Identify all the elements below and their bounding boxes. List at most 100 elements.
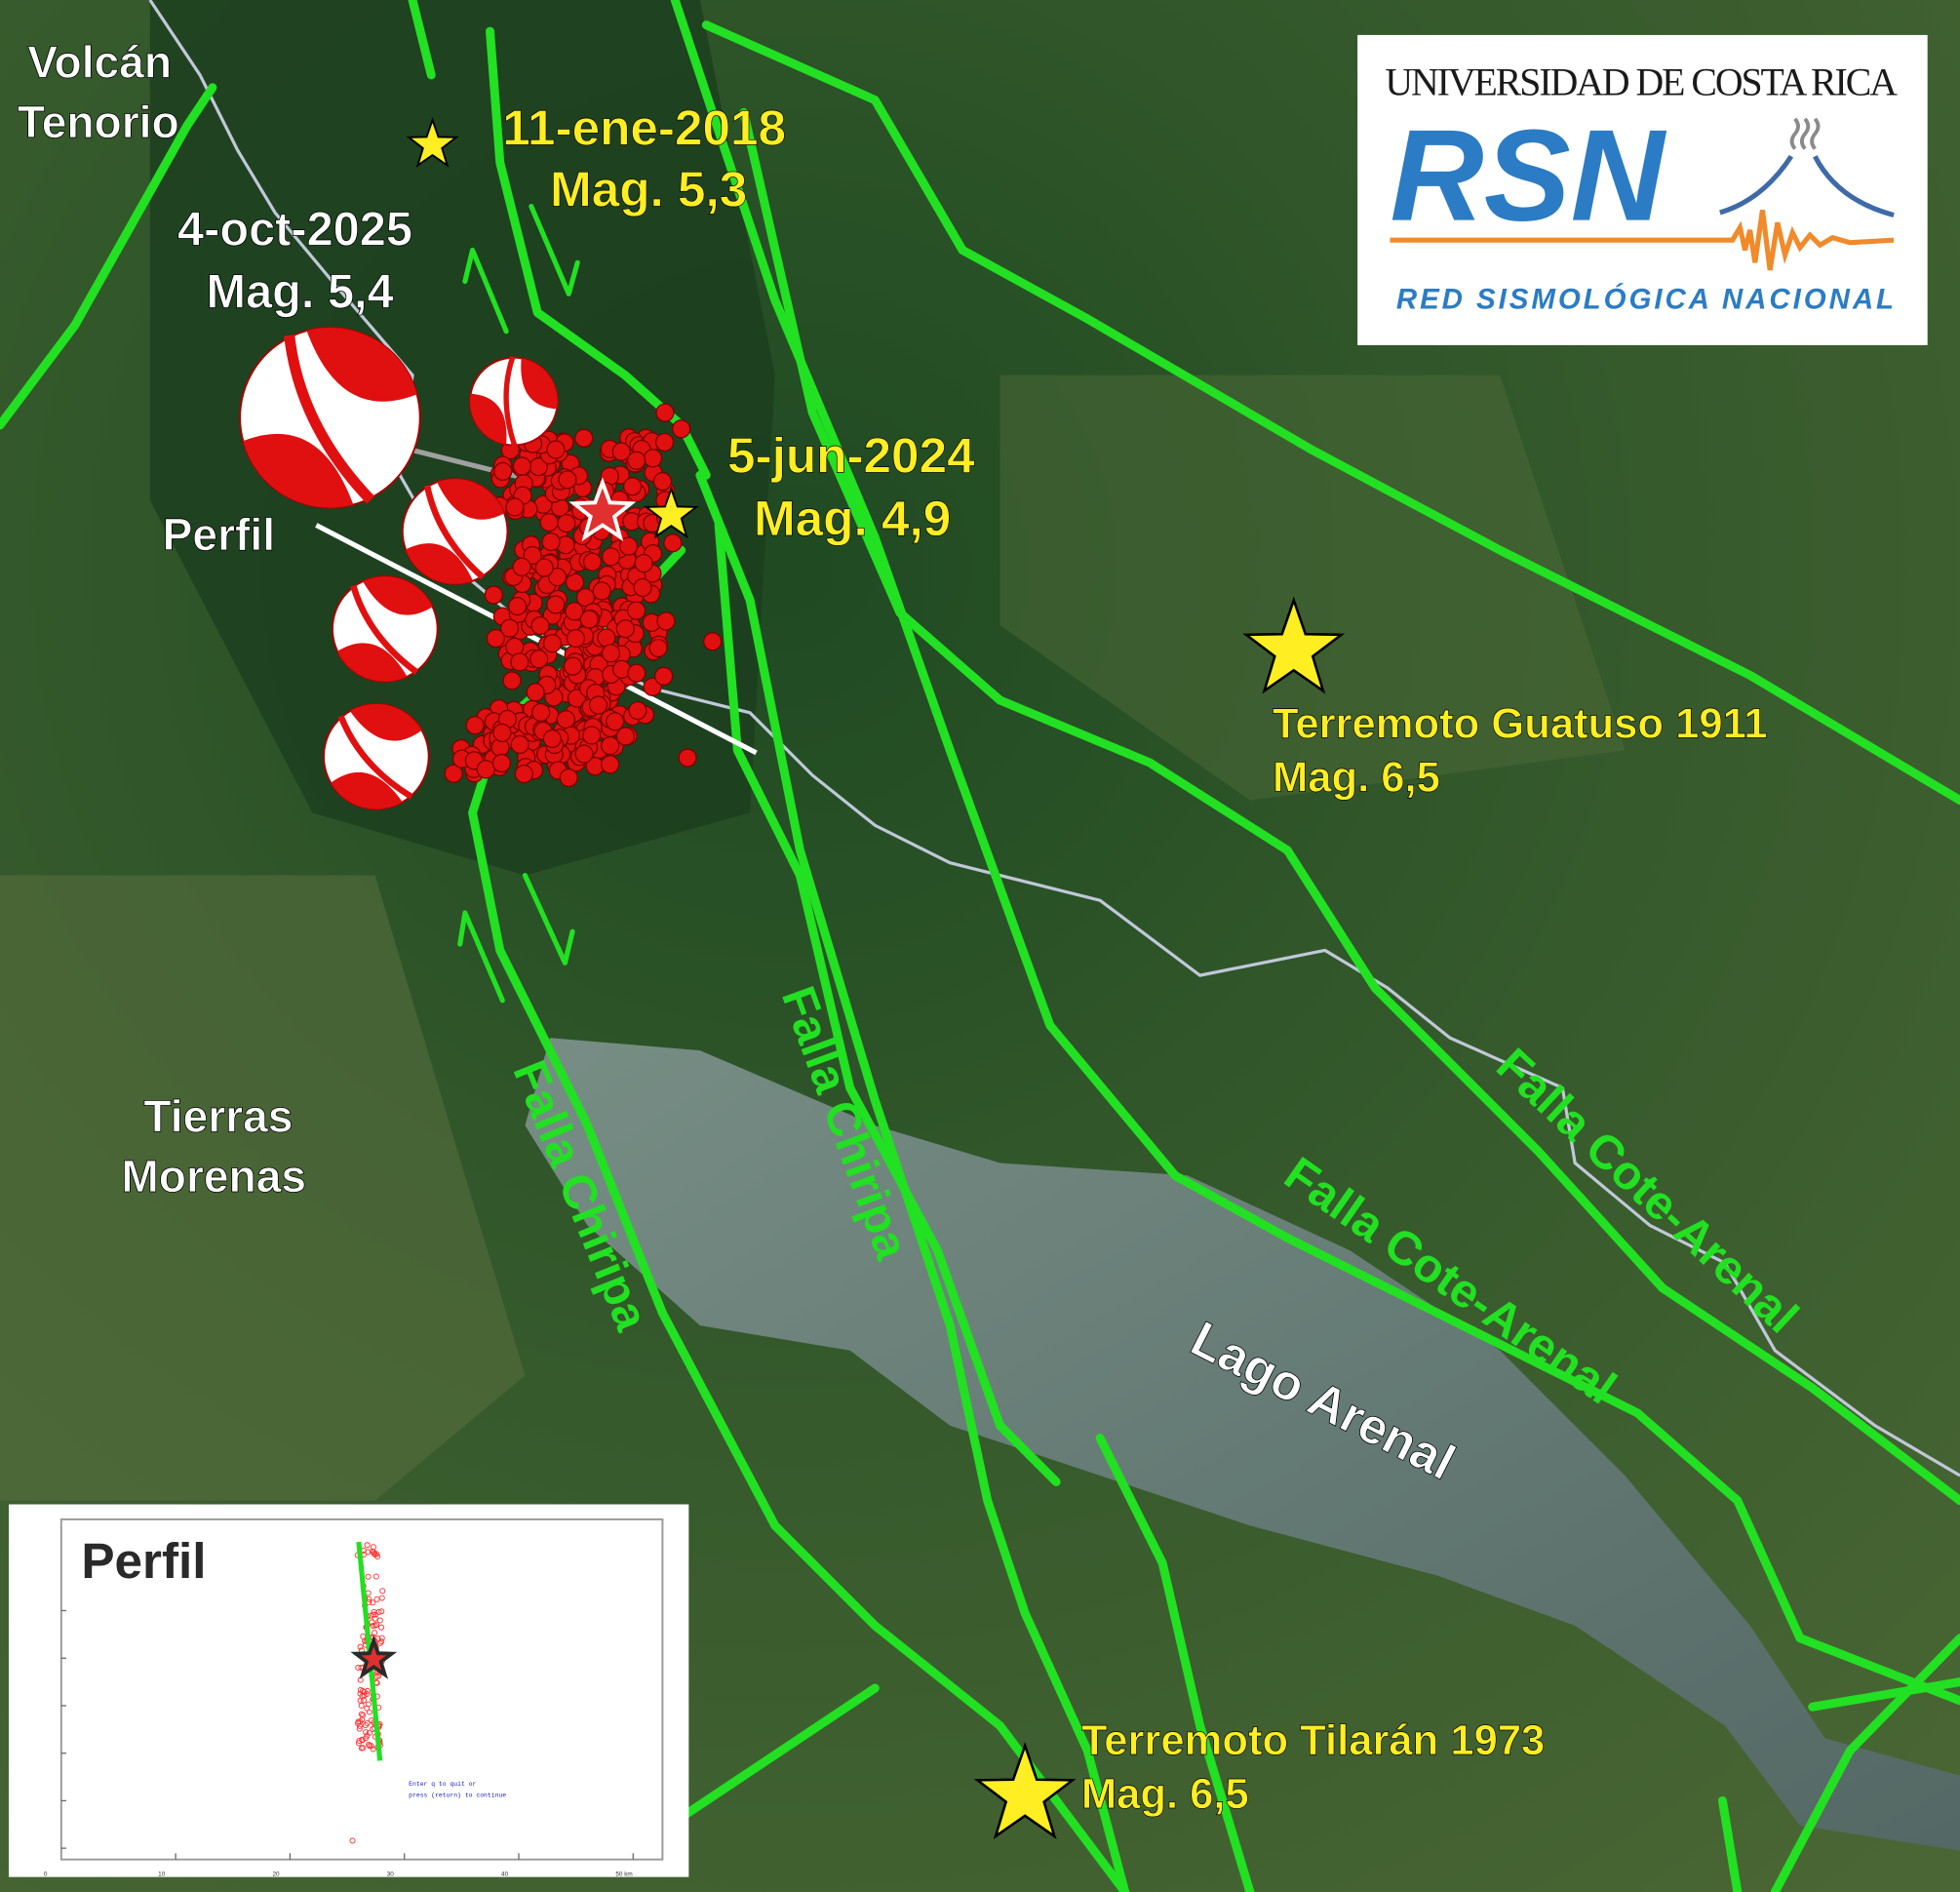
earthquake-dot xyxy=(601,755,620,774)
earthquake-dot xyxy=(542,729,562,749)
guatuso-1911-star xyxy=(1242,596,1346,694)
earthquake-dot xyxy=(592,581,611,601)
earthquake-dot xyxy=(546,595,566,614)
earthquake-dot xyxy=(541,532,561,552)
tilaran-label: Terremoto Tilarán 1973 xyxy=(1081,1717,1545,1764)
inset-main-event-star xyxy=(350,1635,398,1679)
earthquake-dot xyxy=(606,712,625,731)
volcano-icon xyxy=(1719,154,1895,218)
inset-tick-label: 30 xyxy=(387,1871,395,1877)
logo-acronym: RSN xyxy=(1390,103,1666,249)
earthquake-dot xyxy=(663,533,683,553)
event-2024-star xyxy=(643,486,699,539)
main-event-star xyxy=(568,477,637,542)
inset-hypocenter xyxy=(357,1686,364,1693)
inset-hypocenter xyxy=(369,1619,375,1626)
inset-hypocenter xyxy=(373,1674,380,1680)
earthquake-dot xyxy=(476,760,495,779)
earthquake-dot xyxy=(542,634,563,653)
event-stars xyxy=(406,117,1346,1839)
earthquake-dot xyxy=(601,644,621,663)
slip-arrow xyxy=(522,872,575,966)
earthquake-dot xyxy=(582,726,602,745)
earthquake-dot xyxy=(557,513,576,533)
earthquake-dot xyxy=(672,419,691,439)
fault-line xyxy=(1717,1634,1960,1892)
earthquake-dot xyxy=(529,650,549,669)
fault-line xyxy=(739,107,1960,1506)
inset-hypocenter xyxy=(358,1702,365,1709)
earthquake-dot xyxy=(627,663,647,683)
fault-line xyxy=(695,470,1130,1892)
inset-plot-frame xyxy=(59,1518,664,1861)
fault-line xyxy=(468,545,1130,1892)
fault-line xyxy=(701,20,1960,806)
earthquake-dot xyxy=(654,432,675,453)
inset-prompt: Enter q to quit or xyxy=(409,1781,476,1788)
earthquake-dot xyxy=(510,652,529,672)
profile-line xyxy=(315,523,758,756)
profile-inset: Perfil 0 10 20 30 40 50 km Enter q to quit or… xyxy=(8,1504,689,1877)
inset-hypocenter xyxy=(364,1720,371,1727)
inset-tick-label: 0 xyxy=(44,1871,48,1877)
focal-mechanisms xyxy=(239,326,559,810)
inset-hypocenter xyxy=(357,1690,364,1697)
earthquake-dot xyxy=(563,656,583,676)
fault-line xyxy=(0,83,217,430)
earthquake-dot xyxy=(643,677,662,696)
road-line xyxy=(148,0,1960,1478)
earthquake-dot xyxy=(615,727,636,746)
inset-hypocenter xyxy=(368,1743,374,1750)
inset-hypocenter xyxy=(370,1599,376,1606)
volcano-label: Tenorio xyxy=(18,97,179,147)
inset-hypocenter xyxy=(378,1638,385,1645)
inset-hypocenter xyxy=(356,1725,363,1732)
town-label: Morenas xyxy=(121,1151,306,1202)
earthquake-dot xyxy=(510,734,529,755)
earthquake-dot xyxy=(558,470,577,490)
earthquake-dot xyxy=(567,689,587,708)
inset-hypocenter xyxy=(365,1549,372,1556)
inset-hypocenter xyxy=(360,1745,367,1752)
earthquake-dot xyxy=(502,671,522,690)
earthquake-dot xyxy=(512,456,532,476)
earthquake-dot xyxy=(556,710,575,729)
inset-hypocenter xyxy=(357,1643,364,1650)
fault-line xyxy=(714,521,1061,1486)
earthquake-dot xyxy=(597,628,616,648)
inset-hypocenter xyxy=(364,1690,371,1697)
earthquake-dot xyxy=(505,497,525,517)
seismogram-icon xyxy=(1390,210,1895,271)
inset-hypocenter xyxy=(378,1624,385,1631)
inset-hypocenter xyxy=(366,1729,372,1736)
fumarole-icon xyxy=(1789,117,1821,150)
inset-hypocenter xyxy=(356,1737,363,1744)
focal-mechanism-beachball xyxy=(401,478,509,585)
inset-hypocenter xyxy=(366,1743,372,1750)
focal-mechanism-beachball xyxy=(323,702,430,810)
inset-hypocenter xyxy=(378,1595,385,1601)
earthquake-dot xyxy=(623,477,643,496)
inset-tick-label: 40 xyxy=(501,1871,509,1877)
fault-line xyxy=(670,0,1960,1706)
inset-title: Perfil xyxy=(81,1533,206,1589)
earthquake-dot xyxy=(539,512,559,532)
earthquake-dot xyxy=(575,588,596,608)
inset-hypocenter xyxy=(349,1837,356,1844)
focal-mechanism-beachball xyxy=(239,326,421,509)
lake-arenal xyxy=(525,1038,1960,1851)
slip-arrow xyxy=(462,247,509,335)
tilaran-magnitude: Mag. 6,5 xyxy=(1081,1771,1249,1818)
earthquake-dot xyxy=(703,632,723,651)
slip-arrow xyxy=(457,910,505,1004)
earthquake-dot xyxy=(626,601,647,620)
earthquake-dot xyxy=(588,695,608,715)
event-2024-magnitude: Mag. 4,9 xyxy=(754,491,951,546)
volcano-label: Volcán xyxy=(27,36,172,87)
focal-mechanism-beachball xyxy=(469,355,559,448)
inset-hypocenter xyxy=(364,1687,371,1694)
inset-hypocenter xyxy=(372,1611,379,1618)
inset-prompt: press (return) to continue xyxy=(409,1793,506,1799)
fault-line xyxy=(683,1434,1255,1892)
